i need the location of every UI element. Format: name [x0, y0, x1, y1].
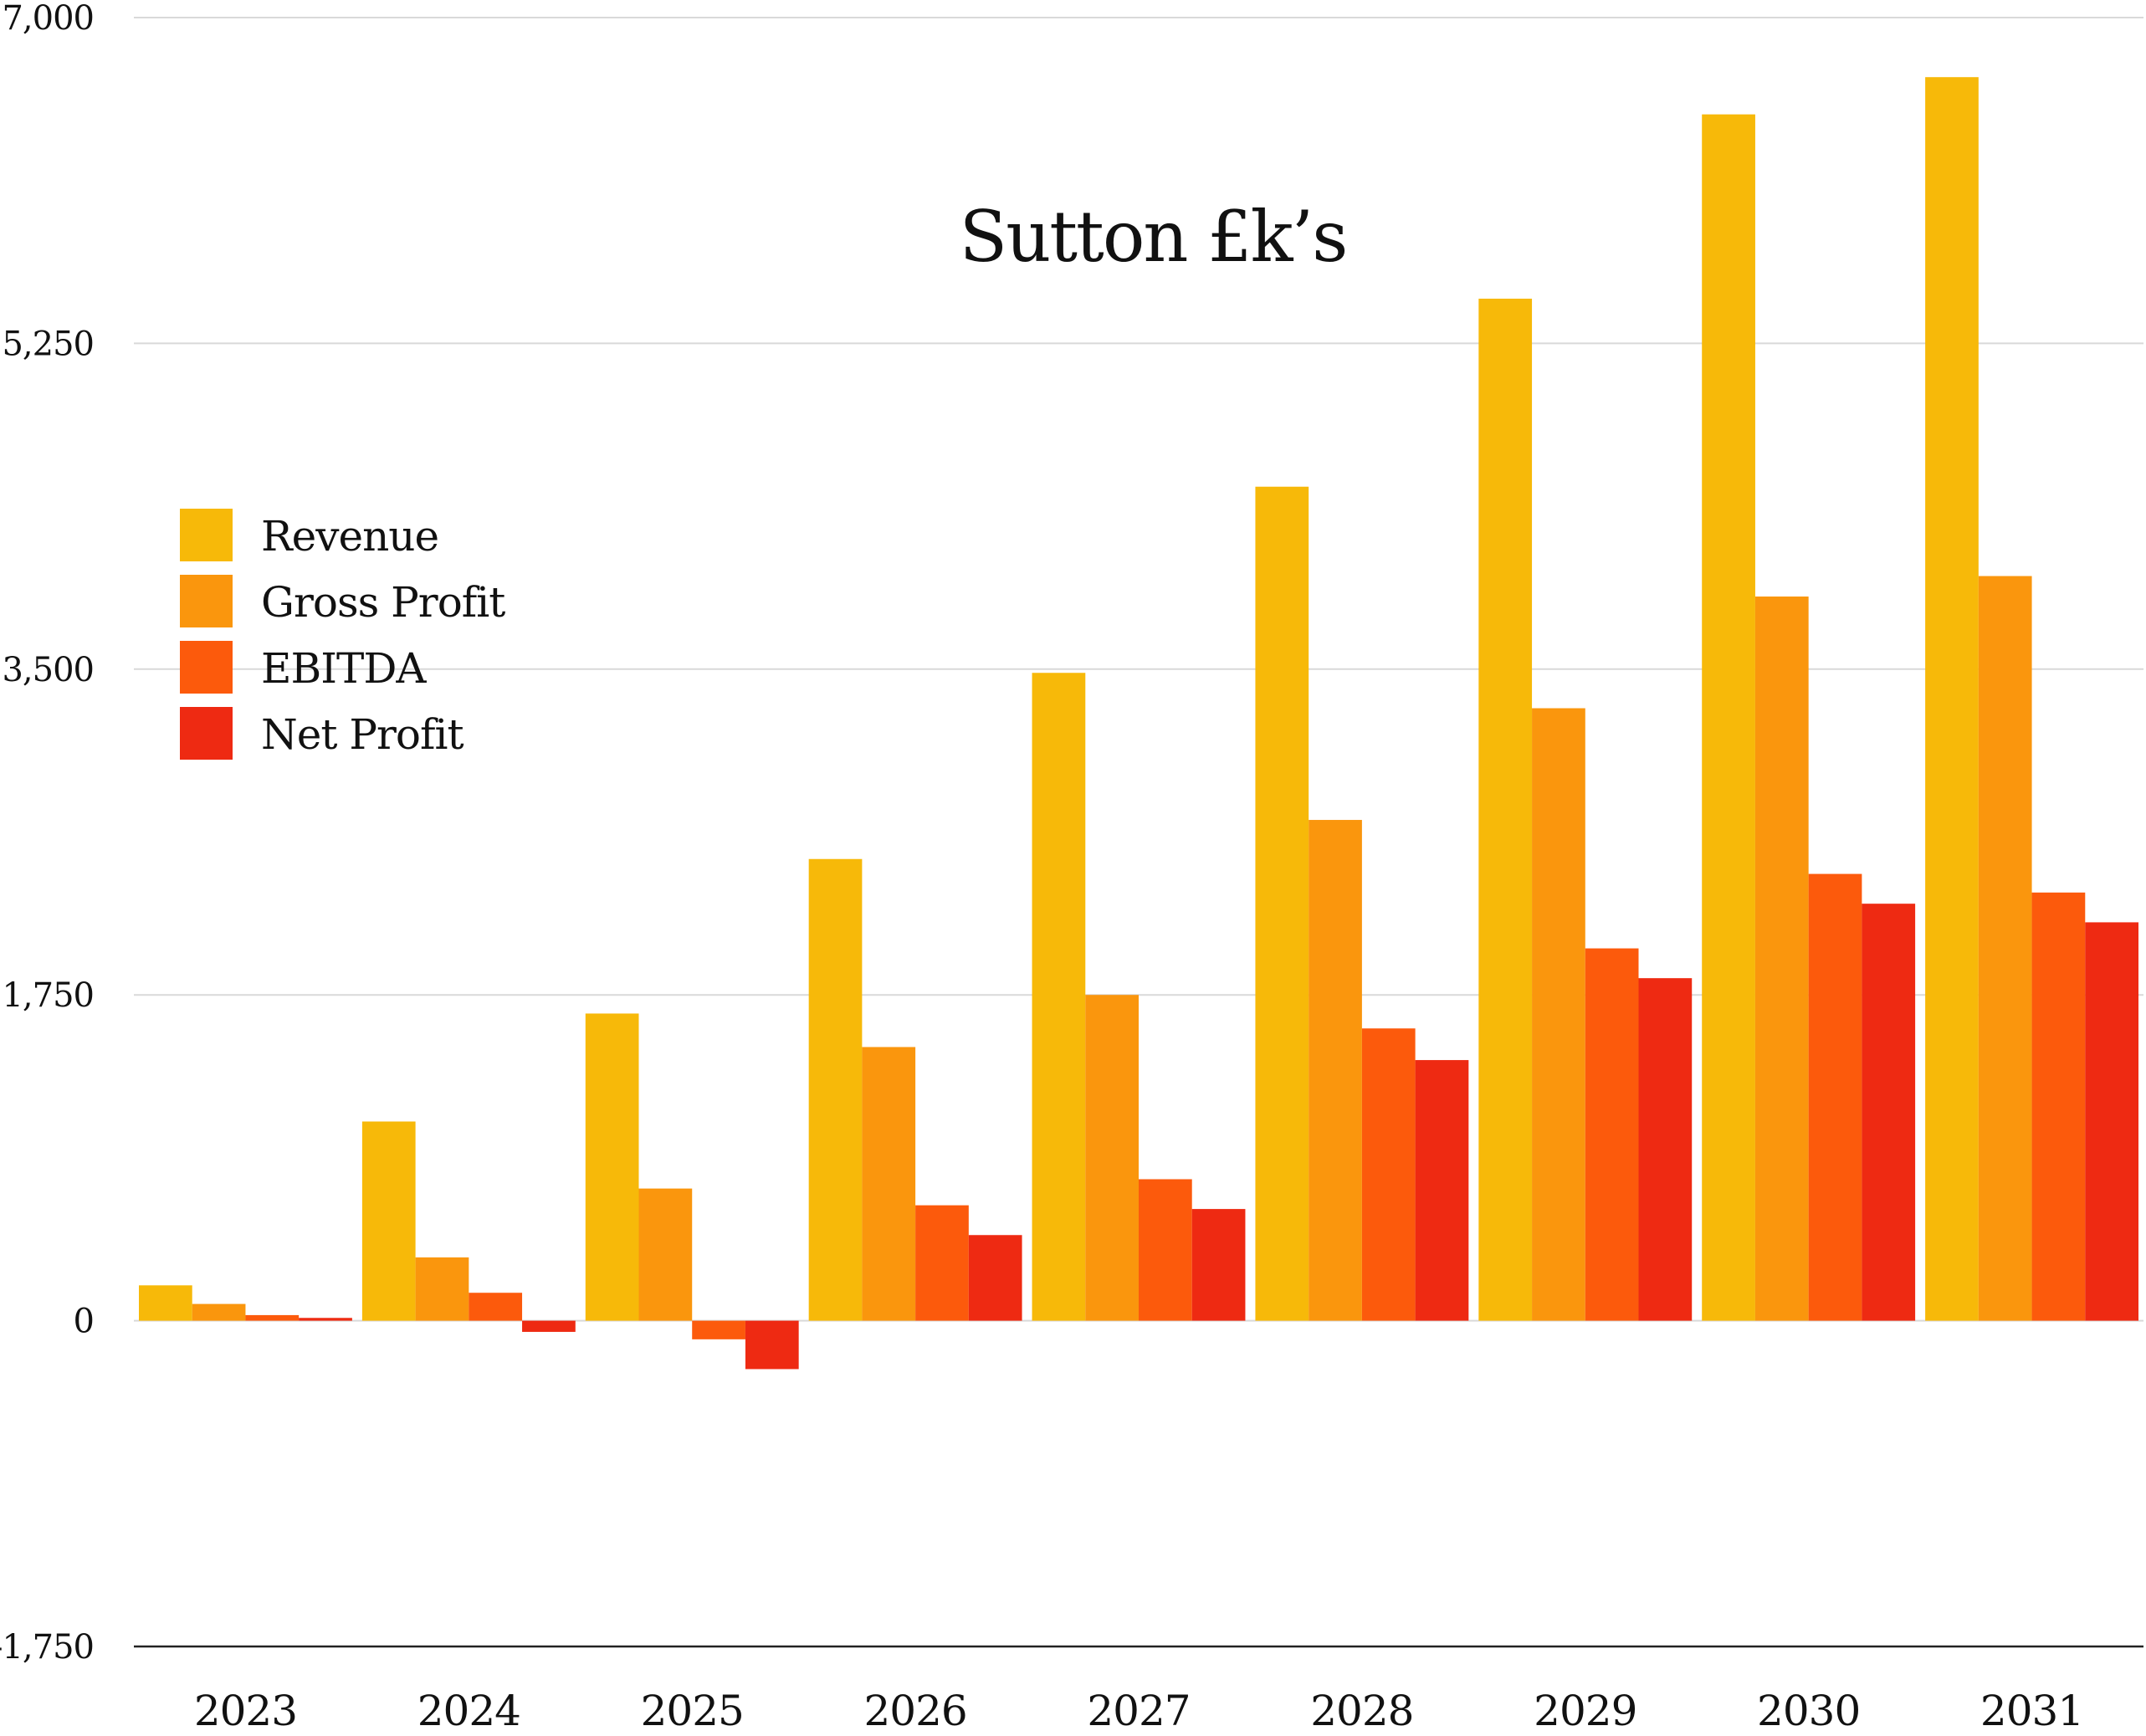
bar-ebitda-2030	[1808, 873, 1862, 1321]
y-tick-label: 5,250	[2, 325, 94, 363]
bar-revenue-2024	[361, 1121, 416, 1321]
x-category-label: 2028	[1310, 1687, 1413, 1735]
bar-ebitda-2031	[2031, 892, 2086, 1321]
bar-revenue-2029	[1478, 298, 1533, 1321]
bar-revenue-2023	[139, 1285, 192, 1321]
y-tick-label: 7,000	[2, 0, 94, 38]
legend-swatch	[180, 641, 233, 694]
legend-label: Net Profit	[261, 710, 464, 759]
bar-net-profit-2025	[745, 1320, 799, 1370]
legend-swatch	[180, 575, 233, 627]
x-category-label: 2023	[194, 1687, 297, 1735]
x-category-label: 2025	[641, 1687, 744, 1735]
bar-revenue-2025	[585, 1013, 639, 1321]
legend-label: Revenue	[261, 512, 438, 561]
y-tick-label: -1,750	[0, 1628, 94, 1667]
bar-gross-profit-2031	[1978, 576, 2032, 1321]
y-tick-label: 3,500	[2, 651, 94, 689]
x-category-label: 2027	[1087, 1687, 1190, 1735]
chart-title: Sutton £k’s	[960, 196, 1347, 278]
x-category-label: 2031	[1980, 1687, 2083, 1735]
bar-net-profit-2029	[1638, 978, 1693, 1321]
bar-revenue-2031	[1925, 77, 1979, 1321]
bar-net-profit-2024	[522, 1320, 576, 1332]
bar-ebitda-2025	[692, 1320, 745, 1339]
legend-swatch	[180, 509, 233, 561]
bar-revenue-2026	[808, 858, 863, 1321]
bar-net-profit-2030	[1862, 904, 1916, 1321]
bar-net-profit-2027	[1191, 1209, 1246, 1321]
bar-net-profit-2031	[2085, 922, 2138, 1321]
bar-revenue-2028	[1255, 486, 1309, 1321]
bar-revenue-2027	[1032, 673, 1086, 1321]
bar-gross-profit-2023	[192, 1303, 246, 1321]
y-tick-label: 1,750	[2, 976, 94, 1015]
legend-label: EBITDA	[261, 644, 427, 693]
x-category-label: 2024	[417, 1687, 520, 1735]
bar-gross-profit-2029	[1532, 708, 1585, 1321]
bar-gross-profit-2026	[862, 1047, 916, 1321]
legend-label: Gross Profit	[261, 578, 505, 627]
bar-ebitda-2027	[1139, 1179, 1192, 1321]
bar-ebitda-2028	[1361, 1028, 1416, 1321]
bar-gross-profit-2024	[415, 1257, 469, 1321]
bar-revenue-2030	[1702, 114, 1755, 1321]
bar-ebitda-2024	[469, 1293, 523, 1321]
bar-net-profit-2028	[1415, 1060, 1469, 1321]
x-category-label: 2029	[1534, 1687, 1636, 1735]
y-axis-ticks: -1,750 0 1,750 3,500 5,250 7,000	[0, 0, 95, 1667]
bar-gross-profit-2028	[1309, 820, 1362, 1321]
x-axis-categories: 2023 2024 2025 2026 2027 2028 2029 2030 2031	[194, 1687, 2084, 1735]
x-category-label: 2026	[863, 1687, 966, 1735]
bar-ebitda-2023	[245, 1314, 300, 1321]
bar-ebitda-2029	[1585, 948, 1639, 1321]
bar-gross-profit-2025	[638, 1188, 693, 1321]
y-tick-label: 0	[74, 1303, 94, 1341]
legend-swatch	[180, 707, 233, 760]
bar-ebitda-2026	[915, 1205, 969, 1321]
bars	[139, 77, 2138, 1370]
x-category-label: 2030	[1757, 1687, 1860, 1735]
bar-gross-profit-2027	[1085, 995, 1139, 1321]
bar-net-profit-2023	[299, 1318, 352, 1321]
bar-net-profit-2026	[968, 1235, 1022, 1321]
legend: Revenue Gross Profit EBITDA Net Profit	[180, 509, 506, 760]
bar-gross-profit-2030	[1754, 597, 1809, 1321]
